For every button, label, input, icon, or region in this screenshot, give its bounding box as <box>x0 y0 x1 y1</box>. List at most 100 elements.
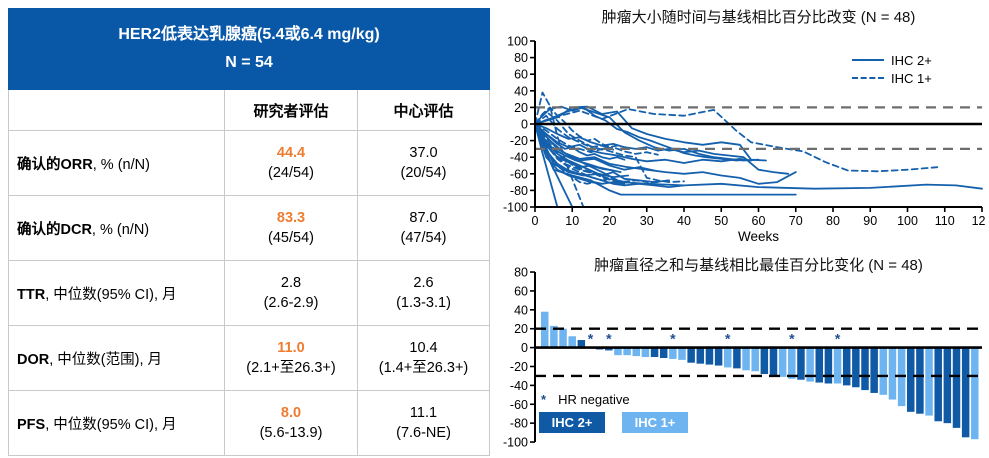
y-tick-label: 80 <box>514 51 528 65</box>
row-label: DOR, 中位数(范围), 月 <box>8 325 225 391</box>
table-row-dor: DOR, 中位数(范围), 月 11.0 (2.1+至26.3+) 10.4 (1.… <box>8 325 491 391</box>
charts-panel: 100 80 60 40 20 0 -20 -40 -60 -80 -100 0 10 20 30 40 50 6… <box>497 0 989 458</box>
waterfall-legend: IHC 2+ IHC 1+ <box>539 412 688 433</box>
row-label: TTR, 中位数(95% CI), 月 <box>8 260 225 326</box>
spider-series-solid <box>534 123 797 185</box>
waterfall-bar <box>870 347 878 393</box>
x-tick-label: 60 <box>752 214 766 228</box>
row-label: PFS, 中位数(95% CI), 月 <box>8 390 225 456</box>
waterfall-bar <box>852 347 860 388</box>
solid-line-icon <box>852 59 884 61</box>
y-tick-label: 40 <box>514 303 528 317</box>
empty-corner-cell <box>8 89 225 131</box>
col-header-central: 中心评估 <box>356 89 491 131</box>
central-value: 37.0 (20/54) <box>356 130 491 196</box>
waterfall-bar <box>687 347 695 363</box>
spider-series-solid <box>534 105 749 162</box>
table-row-orr: 确认的ORR, % (n/N) 44.4 (24/54) 37.0 (20/54) <box>8 130 491 196</box>
waterfall-bar <box>742 347 750 371</box>
legend-chip-ihc2: IHC 2+ <box>539 412 605 433</box>
spider-series-dashed <box>534 110 659 156</box>
y-tick-label: -40 <box>510 151 528 165</box>
legend-item-ihc2: IHC 2+ <box>852 51 932 69</box>
legend-chip-ihc1: IHC 1+ <box>622 412 688 433</box>
y-tick-label: -100 <box>503 436 528 450</box>
waterfall-bar <box>696 347 705 364</box>
note-text: HR negative <box>558 392 630 407</box>
x-tick-label: 10 <box>565 214 579 228</box>
waterfall-bar <box>952 347 961 428</box>
asterisk-icon: * <box>541 392 547 407</box>
hr-negative-asterisk: * <box>725 331 731 347</box>
row-label: 确认的DCR, % (n/N) <box>8 195 225 261</box>
central-value: 11.1 (7.6-NE) <box>356 390 491 456</box>
waterfall-bar <box>879 347 888 395</box>
waterfall-bar <box>733 347 741 369</box>
waterfall-bar <box>550 325 558 348</box>
spider-series-dashed <box>534 123 626 184</box>
spider-series-solid <box>534 123 753 164</box>
x-axis-label: Weeks <box>738 229 779 244</box>
waterfall-bar <box>751 347 759 372</box>
x-tick-label: 70 <box>789 214 803 228</box>
y-tick-label: -60 <box>510 167 528 181</box>
waterfall-bar <box>815 347 823 383</box>
waterfall-bar <box>614 347 622 356</box>
central-value: 87.0 (47/54) <box>356 195 491 261</box>
waterfall-bar <box>916 347 924 414</box>
spider-series-dashed <box>534 106 618 149</box>
hr-negative-note: * HR negative <box>541 392 630 407</box>
spider-plot-canvas: 100 80 60 40 20 0 -20 -40 -60 -80 -100 0 10 20 30 40 50 6… <box>503 35 986 245</box>
y-tick-label: -20 <box>510 134 528 148</box>
waterfall-bar <box>824 347 833 384</box>
spider-series-solid <box>534 123 626 185</box>
central-value: 10.4 (1.4+至26.3+) <box>356 325 491 391</box>
waterfall-bar <box>632 347 640 357</box>
y-tick-label: 20 <box>514 101 528 115</box>
spider-plot-title: 肿瘤大小随时间与基线相比百分比改变 (N = 48) <box>601 9 916 26</box>
dashed-line-icon <box>852 77 884 79</box>
y-tick-label: 0 <box>521 118 528 132</box>
spider-series-dashed <box>534 123 603 185</box>
table-title-line1: HER2低表达乳腺癌(5.4或6.4 mg/kg) <box>118 26 380 43</box>
table-row-ttr: TTR, 中位数(95% CI), 月 2.8 (2.6-2.9) 2.6 (1.3… <box>8 260 491 326</box>
row-label: 确认的ORR, % (n/N) <box>8 130 225 196</box>
spider-legend: IHC 2+ IHC 1+ <box>852 51 932 87</box>
waterfall-bar <box>678 347 686 360</box>
waterfall-plot-canvas: * * * * * * 80 60 40 20 0 -20 -40 -60 -80 -100 <box>503 266 982 450</box>
spider-series-solid <box>534 123 626 161</box>
y-tick-label: 40 <box>514 84 528 98</box>
waterfall-bar <box>842 347 851 386</box>
y-tick-label: -60 <box>510 398 528 412</box>
x-tick-label: 0 <box>532 214 539 228</box>
y-tick-label: 60 <box>514 68 528 82</box>
x-tick-label: 30 <box>640 214 654 228</box>
spider-series-solid <box>534 123 790 175</box>
y-tick-label: -40 <box>510 379 528 393</box>
x-tick-label: 50 <box>714 214 728 228</box>
table-row-dcr: 确认的DCR, % (n/N) 83.3 (45/54) 87.0 (47/54) <box>8 195 491 261</box>
waterfall-bar <box>971 347 979 440</box>
y-tick-label: 80 <box>514 266 528 280</box>
waterfall-bar <box>714 347 723 366</box>
x-tick-label: 80 <box>826 214 840 228</box>
waterfall-bar <box>925 347 933 416</box>
investigator-value: 11.0 (2.1+至26.3+) <box>224 325 358 391</box>
table-row-pfs: PFS, 中位数(95% CI), 月 8.0 (5.6-13.9) 11.1 (7… <box>8 390 491 456</box>
waterfall-bar <box>934 347 942 422</box>
y-tick-label: 20 <box>514 322 528 336</box>
waterfall-bar <box>705 347 714 365</box>
legend-item-ihc1: IHC 1+ <box>852 69 932 87</box>
y-tick-label: 60 <box>514 284 528 298</box>
waterfall-bar <box>806 347 814 382</box>
y-tick-label: -80 <box>510 417 528 431</box>
spider-series-dashed <box>534 123 685 184</box>
waterfall-bar <box>724 347 732 368</box>
waterfall-bar <box>568 336 576 348</box>
legend-label: IHC 1+ <box>891 70 932 86</box>
central-value: 2.6 (1.3-3.1) <box>356 260 491 326</box>
y-tick-label: 100 <box>507 35 528 49</box>
spider-plot: 100 80 60 40 20 0 -20 -40 -60 -80 -100 0 10 20 30 40 50 6… <box>497 0 986 250</box>
investigator-value: 2.8 (2.6-2.9) <box>224 260 358 326</box>
x-tick-label: 120 <box>972 214 986 228</box>
